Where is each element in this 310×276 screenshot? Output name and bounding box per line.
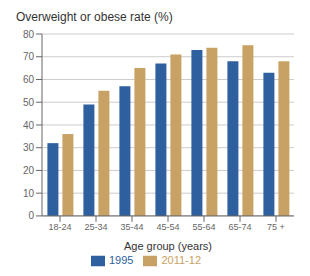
html-text:1995: 1995 [109, 253, 134, 266]
svg-text:65-74: 65-74 [228, 222, 251, 232]
svg-text:25-34: 25-34 [84, 222, 107, 232]
svg-text:75 +: 75 + [267, 222, 285, 232]
svg-text:40: 40 [23, 120, 35, 131]
svg-text:50: 50 [23, 97, 35, 108]
svg-text:0: 0 [28, 210, 34, 221]
svg-text:45-54: 45-54 [156, 222, 179, 232]
svg-text:70: 70 [23, 51, 35, 62]
svg-text:10: 10 [23, 188, 35, 199]
svg-text:55-64: 55-64 [192, 222, 215, 232]
svg-text:80: 80 [23, 29, 35, 40]
html-text:Overweight or obese rate (%): Overweight or obese rate (%) [16, 10, 173, 24]
html-text:2011-12: 2011-12 [161, 253, 201, 266]
svg-text:60: 60 [23, 74, 35, 85]
svg-text:18-24: 18-24 [48, 222, 71, 232]
svg-text:35-44: 35-44 [120, 222, 143, 232]
svg-text:Age group (years): Age group (years) [124, 240, 212, 252]
svg-text:30: 30 [23, 142, 35, 153]
svg-text:20: 20 [23, 165, 35, 176]
